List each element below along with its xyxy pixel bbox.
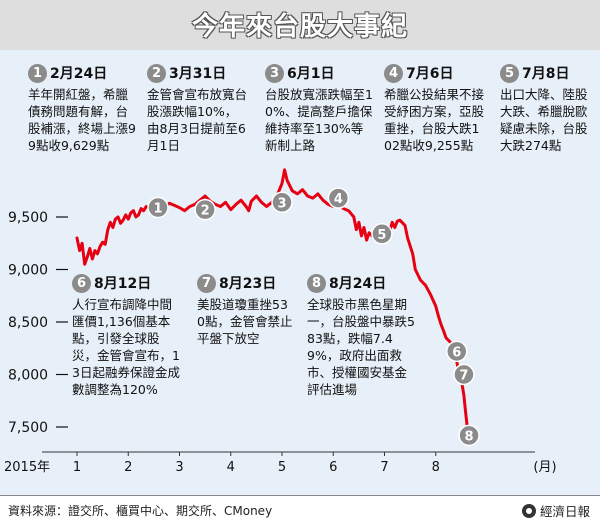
x-tick-label: 2	[124, 460, 132, 475]
y-tick-label: 9,500	[8, 210, 48, 226]
publisher: 經濟日報	[521, 501, 590, 520]
event-date: 7月6日	[406, 66, 454, 82]
event-marker	[453, 363, 475, 386]
publisher-logo-icon	[521, 503, 536, 518]
x-unit-label: (月)	[533, 460, 556, 475]
event-number-badge: 7	[197, 273, 216, 293]
x-tick-label: 5	[278, 460, 286, 475]
chart-svg: 9,500 9,000 8,500 8,000 7,500 1 2 3 4 5 6 7 8 2015年 (月…	[4, 168, 557, 475]
event-marker	[327, 187, 350, 209]
footer: 資料來源：證交所、櫃買中心、期交所、CMoney 經濟日報	[0, 495, 600, 524]
header-banner: 今年來台股大事紀	[0, 0, 600, 52]
event-marker-label: 5	[377, 228, 386, 243]
event-description: 台股放寬漲跌幅至10%、提高整戶擔保維持率至130%等新制上路	[265, 87, 373, 153]
publisher-name: 經濟日報	[539, 504, 590, 519]
event-description: 羊年開紅盤，希臘債務問題有解，台股補漲，終場上漲99點收9,629點	[28, 87, 136, 153]
event-date: 8月12日	[94, 276, 152, 292]
y-tick-label: 8,500	[8, 315, 48, 331]
event-1: 1 2月24日 羊年開紅盤，希臘債務問題有解，台股補漲，終場上漲99點收9,629…	[28, 62, 140, 154]
event-description: 希臘公投結果不接受紓困方案，亞股重挫，台股大跌102點收9,255點	[384, 87, 485, 153]
x-tick-label: 7	[380, 460, 388, 475]
event-7: 7 8月23日 美股道瓊重挫530點，金管會禁止平盤下放空	[197, 272, 295, 347]
y-tick-label: 7,500	[8, 420, 48, 436]
event-marker-label: 4	[334, 192, 343, 207]
event-5: 5 7月8日 出口大降、陸股大跌、希臘脫歐疑慮未除，台股大跌274點	[500, 62, 592, 154]
event-description: 出口大降、陸股大跌、希臘脫歐疑慮未除，台股大跌274點	[500, 87, 588, 153]
event-description: 人行宣布調降中間匯價1,136個基本點，引發全球股災，金管會宣布，13日起融券保…	[72, 297, 180, 397]
event-number-badge: 2	[147, 63, 166, 83]
x-tick-label: 6	[329, 460, 337, 475]
chart-area: 9,500 9,000 8,500 8,000 7,500 1 2 3 4 5 6 7 8 2015年 (月…	[0, 50, 600, 495]
event-4: 4 7月6日 希臘公投結果不接受紓困方案，亞股重挫，台股大跌102點收9,255點	[384, 62, 487, 154]
event-marker	[147, 196, 169, 219]
event-number-badge: 1	[28, 63, 47, 83]
x-tick-label: 8	[432, 460, 440, 475]
event-marker	[194, 198, 216, 221]
event-date: 6月1日	[287, 66, 335, 82]
event-date: 8月24日	[329, 276, 387, 292]
event-2: 2 3月31日 金管會宣布放寬台股漲跌幅10%，由8月3日提前至6月1日	[147, 62, 247, 154]
year-label: 2015年	[4, 460, 50, 475]
event-description: 金管會宣布放寬台股漲跌幅10%，由8月3日提前至6月1日	[147, 87, 248, 153]
y-tick-label: 8,000	[8, 368, 48, 384]
event-marker	[371, 223, 393, 245]
event-date: 3月31日	[169, 66, 227, 82]
event-marker-label: 7	[459, 369, 468, 384]
x-tick-label: 4	[227, 460, 235, 475]
event-number-badge: 4	[384, 63, 403, 83]
event-marker-label: 1	[153, 202, 162, 217]
event-description: 美股道瓊重挫530點，金管會禁止平盤下放空	[197, 297, 293, 346]
data-source: 資料來源：證交所、櫃買中心、期交所、CMoney	[8, 504, 273, 518]
x-tick-label: 1	[73, 460, 81, 475]
event-number-badge: 5	[500, 63, 519, 83]
event-marker-label: 8	[465, 429, 474, 444]
event-marker-label: 3	[277, 196, 286, 211]
event-marker	[271, 191, 293, 214]
event-6: 6 8月12日 人行宣布調降中間匯價1,136個基本點，引發全球股災，金管會宣布，…	[72, 272, 184, 398]
event-date: 8月23日	[219, 276, 277, 292]
event-marker	[446, 340, 468, 363]
event-marker-label: 6	[452, 345, 461, 360]
event-8: 8 8月24日 全球股市黑色星期一，台股盤中暴跌583點，跌幅7.49%，政府出面…	[307, 272, 419, 398]
page-title: 今年來台股大事紀	[191, 12, 408, 42]
event-date: 2月24日	[50, 66, 108, 82]
y-tick-label: 9,000	[8, 263, 48, 279]
event-number-badge: 8	[307, 273, 326, 293]
event-3: 3 6月1日 台股放寬漲跌幅至10%、提高整戶擔保維持率至130%等新制上路	[265, 62, 373, 154]
event-date: 7月8日	[522, 66, 570, 82]
x-tick-label: 3	[175, 460, 183, 475]
event-number-badge: 3	[265, 63, 284, 83]
event-marker	[458, 424, 480, 447]
event-description: 全球股市黑色星期一，台股盤中暴跌583點，跌幅7.49%，政府出面救市、授權國安…	[307, 297, 415, 397]
event-marker-label: 2	[201, 204, 210, 219]
event-number-badge: 6	[72, 273, 91, 293]
